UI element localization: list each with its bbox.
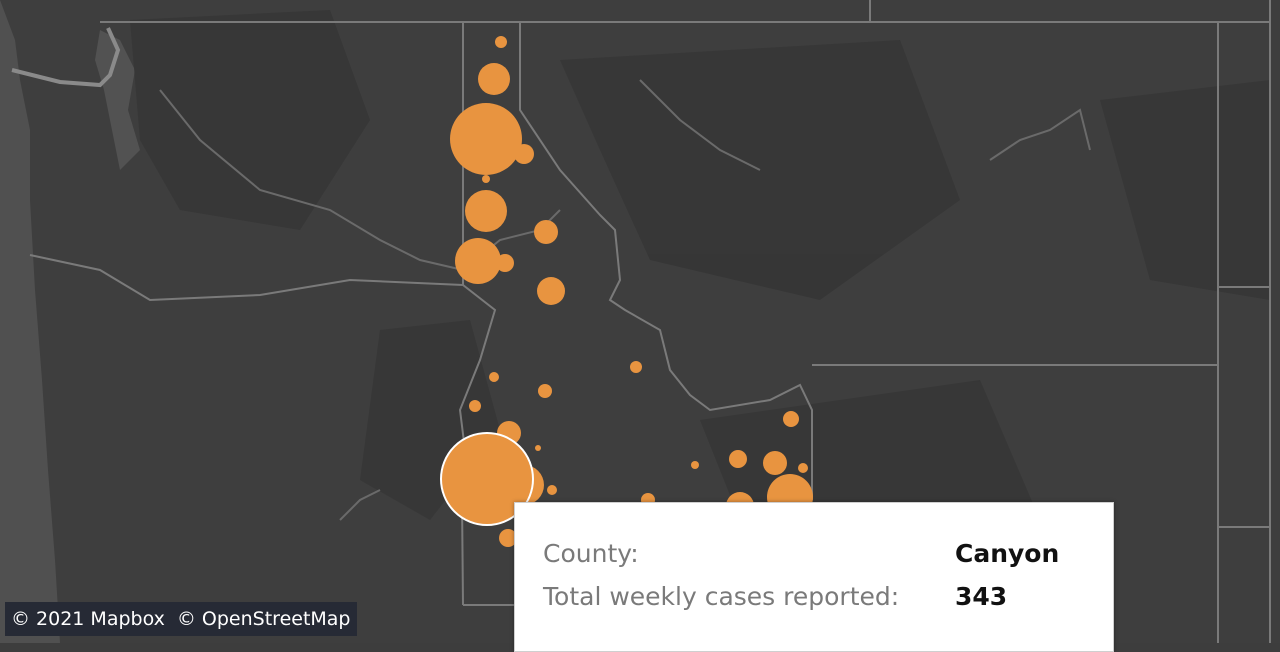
county-marker[interactable] xyxy=(783,411,799,427)
coastline xyxy=(11,27,121,88)
puget-sound xyxy=(95,30,140,170)
county-marker[interactable] xyxy=(496,254,514,272)
county-marker[interactable] xyxy=(455,238,501,284)
tooltip-county-row: County: Canyon xyxy=(543,539,1059,568)
map-attribution: © 2021 Mapbox © OpenStreetMap xyxy=(5,602,357,636)
county-marker[interactable] xyxy=(489,372,499,382)
county-marker[interactable] xyxy=(534,220,558,244)
county-marker[interactable] xyxy=(465,190,507,232)
county-marker[interactable] xyxy=(691,461,699,469)
tooltip-cases-row: Total weekly cases reported: 343 xyxy=(543,582,1007,611)
ocean-water xyxy=(0,0,60,643)
county-marker[interactable] xyxy=(729,450,747,468)
county-marker[interactable] xyxy=(798,463,808,473)
county-marker[interactable] xyxy=(538,384,552,398)
county-marker[interactable] xyxy=(478,63,510,95)
county-marker[interactable] xyxy=(514,144,534,164)
county-markers[interactable] xyxy=(440,36,813,547)
county-marker[interactable] xyxy=(537,277,565,305)
tooltip-cases-label: Total weekly cases reported: xyxy=(543,582,900,611)
county-marker[interactable] xyxy=(763,451,787,475)
county-marker[interactable] xyxy=(469,400,481,412)
state-borders xyxy=(29,0,1271,643)
county-marker-selected[interactable] xyxy=(440,432,534,526)
mapbox-attribution[interactable]: © 2021 Mapbox xyxy=(11,608,165,630)
county-marker[interactable] xyxy=(450,103,522,175)
county-marker[interactable] xyxy=(495,36,507,48)
county-tooltip: County: Canyon Total weekly cases report… xyxy=(514,502,1114,652)
county-marker[interactable] xyxy=(547,485,557,495)
county-marker[interactable] xyxy=(630,361,642,373)
tooltip-cases-value: 343 xyxy=(955,582,1008,611)
osm-attribution[interactable]: © OpenStreetMap xyxy=(176,608,351,630)
county-marker[interactable] xyxy=(535,445,541,451)
tooltip-county-value: Canyon xyxy=(955,539,1060,568)
county-marker[interactable] xyxy=(482,175,490,183)
tooltip-county-label: County: xyxy=(543,539,639,568)
county-marker[interactable] xyxy=(499,529,517,547)
